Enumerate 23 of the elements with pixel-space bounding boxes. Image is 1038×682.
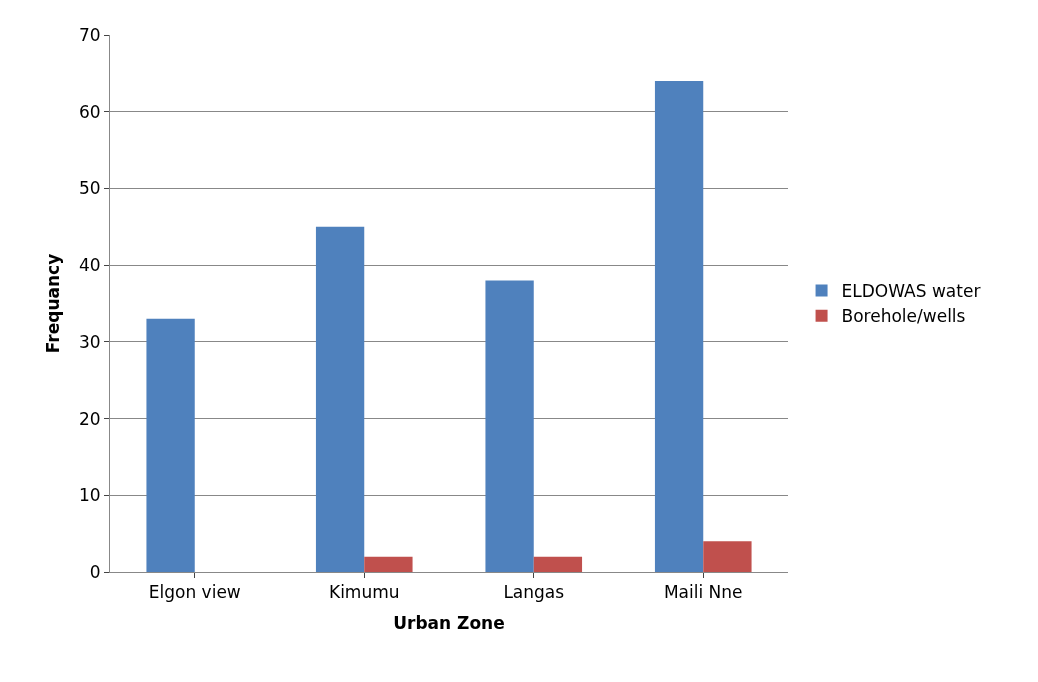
y-tick-label: 30 [78, 331, 101, 352]
bar [654, 81, 704, 572]
legend-label: ELDOWAS water [841, 281, 981, 302]
y-tick-label: 20 [78, 408, 101, 429]
bar [485, 280, 534, 572]
y-tick-label: 0 [89, 561, 101, 582]
bar [533, 556, 583, 572]
y-tick-label: 40 [78, 255, 101, 276]
bar [703, 541, 752, 572]
y-axis-title: Frequancy [42, 253, 63, 354]
x-tick-label: Maili Nne [663, 582, 743, 603]
bar [364, 556, 413, 572]
y-tick-label: 60 [78, 101, 101, 122]
x-tick-label: Elgon view [148, 582, 241, 603]
x-tick-label: Kimumu [328, 582, 400, 603]
bar [315, 226, 365, 572]
y-tick-label: 10 [78, 485, 101, 506]
y-tick-label: 70 [78, 24, 101, 45]
legend-label: Borehole/wells [841, 306, 966, 327]
x-axis-title: Urban Zone [393, 612, 505, 633]
x-tick-label: Langas [503, 582, 565, 603]
y-tick-label: 50 [78, 178, 101, 199]
bar [146, 318, 195, 572]
